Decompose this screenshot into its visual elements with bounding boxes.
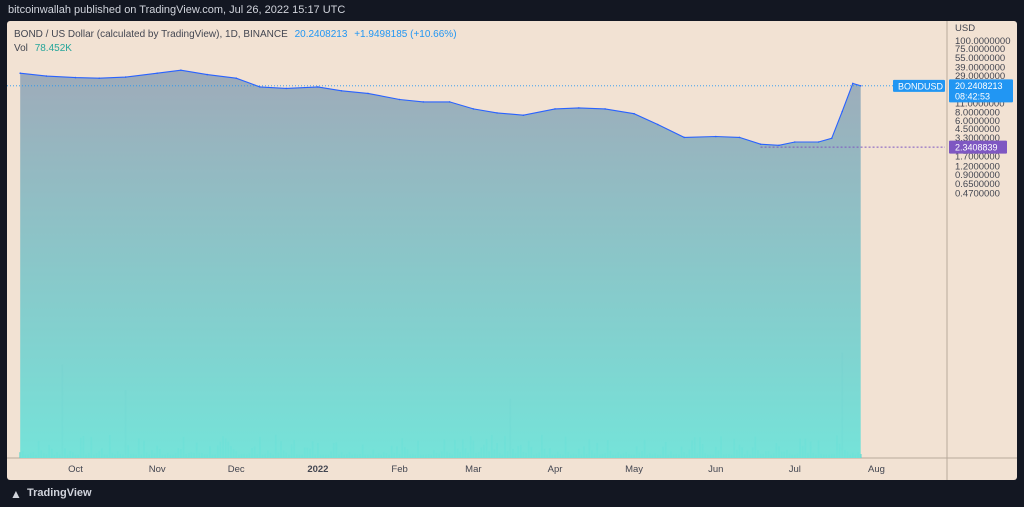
price-point — [778, 144, 780, 147]
chart-area[interactable]: USD 100.0000000 75.0000000 55.0000000 39.000… — [7, 21, 1017, 480]
price-tick-label: 8.0000000 — [955, 108, 1000, 119]
volume-label[interactable]: Vol — [14, 43, 28, 54]
price-tick-label: 29.0000000 — [955, 71, 1005, 82]
price-point — [398, 98, 401, 101]
price-point — [683, 136, 685, 139]
time-tick-label: Feb — [391, 464, 407, 475]
symbol-tag-bg — [893, 79, 945, 92]
published-header: bitcoinwallah published on TradingView.c… — [0, 0, 1024, 22]
last-price-tag-bg — [949, 79, 1013, 103]
volume-bar — [19, 452, 22, 458]
price-axis-currency: USD — [955, 23, 975, 34]
price-point — [98, 77, 100, 79]
time-tick-label: Nov — [149, 464, 166, 475]
tradingview-brand[interactable]: TradingView — [27, 487, 92, 499]
price-point — [285, 87, 288, 90]
symbol-tag-label: BONDUSD — [898, 81, 944, 91]
price-point — [367, 92, 369, 95]
price-point — [841, 110, 843, 113]
low-price-tag-value: 2.3408839 — [955, 143, 998, 153]
price-axis: USD 100.000000075.000000055.000000039.000… — [955, 23, 1010, 199]
price-point — [422, 101, 425, 103]
price-point — [206, 73, 208, 76]
price-point — [738, 136, 741, 139]
price-point — [522, 114, 525, 116]
time-tick-label: Jun — [708, 464, 723, 475]
price-point — [578, 107, 580, 109]
price-point — [74, 76, 77, 79]
price-point — [794, 141, 796, 143]
price-point — [859, 85, 862, 87]
price-point — [448, 101, 451, 103]
price-point — [554, 108, 556, 110]
time-axis: Oct Nov Dec 2022 Feb Mar Apr May Jun Jul Aug — [68, 464, 885, 475]
legend-volume-row: Vol 78.452K — [14, 42, 457, 56]
price-point — [340, 90, 343, 92]
time-tick-label: Aug — [868, 464, 885, 475]
low-price-tag-bg — [949, 140, 1007, 154]
price-tick-label: 4.5000000 — [955, 124, 1000, 135]
price-point — [259, 86, 261, 88]
price-tick-label: 55.0000000 — [955, 53, 1005, 64]
legend-close-value: 20.2408213 — [294, 29, 348, 40]
price-point — [496, 112, 498, 114]
time-tick-label: Mar — [465, 464, 481, 475]
price-point — [657, 123, 659, 126]
price-point — [715, 135, 717, 138]
price-tick-label: 0.9000000 — [955, 170, 1000, 181]
price-point — [830, 137, 833, 140]
price-tick-label: 6.0000000 — [955, 116, 1000, 127]
published-text: bitcoinwallah published on TradingView.c… — [8, 4, 346, 16]
price-point — [19, 72, 21, 74]
chart-canvas[interactable]: USD 100.000000075.000000055.000000039.000… — [7, 21, 1017, 480]
price-tick-label: 100.0000000 — [955, 36, 1010, 47]
price-tick-label: 75.0000000 — [955, 44, 1005, 55]
time-tick-label: May — [625, 464, 643, 475]
price-point — [633, 112, 635, 115]
price-point — [317, 86, 319, 88]
volume-value: 78.452K — [34, 43, 72, 54]
price-tick-label: 0.4700000 — [955, 188, 1000, 199]
chart-legend: BOND / US Dollar (calculated by TradingV… — [14, 28, 457, 56]
time-tick-label: Jul — [789, 464, 801, 475]
last-price-tag-value: 20.2408213 — [955, 81, 1003, 91]
price-point — [604, 108, 606, 110]
countdown-tag-value: 08:42:53 — [955, 91, 990, 101]
price-point — [852, 82, 854, 85]
price-point — [235, 77, 237, 79]
price-point — [472, 108, 475, 110]
price-area — [20, 70, 861, 458]
price-point — [45, 75, 48, 77]
price-tick-label: 1.2000000 — [955, 162, 1000, 173]
price-tick-label: 3.3000000 — [955, 133, 1000, 144]
price-point — [124, 76, 127, 78]
footer-bar: ▲ TradingView — [0, 480, 1024, 507]
price-point — [180, 69, 182, 71]
tradingview-logo-icon[interactable]: ▲ — [10, 487, 22, 501]
time-tick-label: Apr — [548, 464, 563, 475]
price-tick-label: 11.0000000 — [955, 99, 1005, 110]
symbol-description[interactable]: BOND / US Dollar (calculated by TradingV… — [14, 29, 288, 40]
legend-change-value: +1.9498185 (+10.66%) — [354, 29, 457, 40]
legend-symbol-row: BOND / US Dollar (calculated by TradingV… — [14, 28, 457, 42]
time-tick-label: Oct — [68, 464, 83, 475]
time-tick-label: Dec — [228, 464, 245, 475]
price-point — [759, 143, 762, 145]
time-tick-label: 2022 — [307, 464, 328, 475]
price-tick-label: 1.7000000 — [955, 152, 1000, 163]
price-point — [817, 141, 820, 143]
price-tick-label: 0.6500000 — [955, 179, 1000, 190]
price-tick-label: 39.0000000 — [955, 63, 1005, 74]
price-line — [20, 69, 861, 146]
price-point — [156, 72, 158, 74]
